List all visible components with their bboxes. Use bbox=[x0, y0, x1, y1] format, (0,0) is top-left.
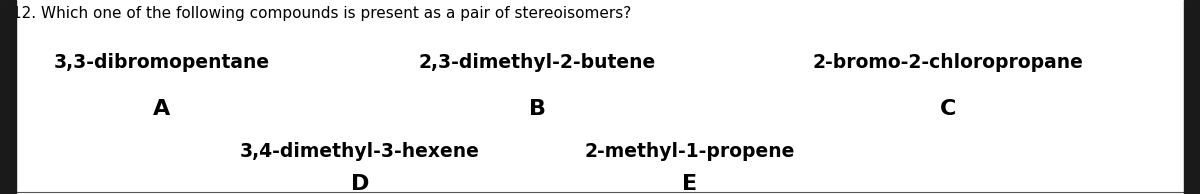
Text: D: D bbox=[350, 174, 370, 194]
Bar bbox=[0, 0, 16, 194]
Text: 2-bromo-2-chloropropane: 2-bromo-2-chloropropane bbox=[812, 53, 1084, 72]
Text: A: A bbox=[154, 99, 170, 119]
Text: 3,4-dimethyl-3-hexene: 3,4-dimethyl-3-hexene bbox=[240, 142, 480, 161]
Text: 2,3-dimethyl-2-butene: 2,3-dimethyl-2-butene bbox=[419, 53, 656, 72]
Text: 12. Which one of the following compounds is present as a pair of stereoisomers?: 12. Which one of the following compounds… bbox=[12, 6, 631, 21]
Text: 3,3-dibromopentane: 3,3-dibromopentane bbox=[54, 53, 270, 72]
Text: C: C bbox=[940, 99, 956, 119]
Bar bbox=[1184, 0, 1200, 194]
Text: B: B bbox=[529, 99, 546, 119]
Text: 2-methyl-1-propene: 2-methyl-1-propene bbox=[584, 142, 796, 161]
Text: E: E bbox=[683, 174, 697, 194]
